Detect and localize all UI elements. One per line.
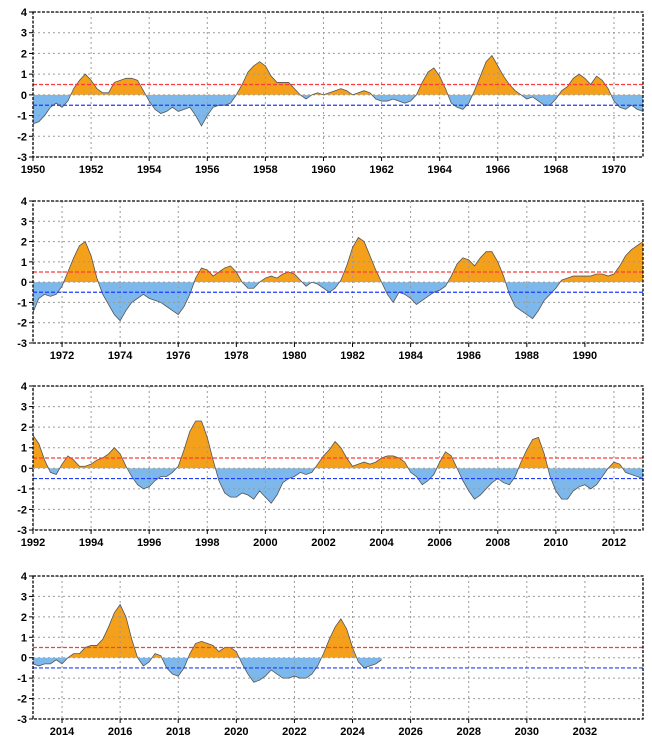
x-tick-label-7: 1964	[427, 164, 452, 176]
y-tick-label-1: -2	[17, 694, 27, 706]
negative-area	[33, 282, 561, 321]
x-tick-label-6: 2026	[398, 726, 422, 738]
x-tick-label-9: 1990	[573, 350, 597, 362]
x-tick-label-2: 1976	[166, 350, 190, 362]
x-tick-label-7: 1986	[456, 350, 480, 362]
chart-panel-3: -3 -2 -1 0 1 2 3 4 1992 1994 1996 1998 2000 2002 2004 2…	[17, 381, 644, 549]
y-tick-label-7: 4	[21, 196, 28, 208]
plot-area	[33, 386, 643, 530]
y-tick-label-2: -1	[17, 673, 27, 685]
y-tick-label-1: -2	[17, 504, 27, 516]
y-tick-label-6: 3	[21, 216, 27, 228]
y-tick-label-4: 1	[21, 69, 27, 81]
plot-background	[33, 201, 643, 343]
x-tick-label-10: 1970	[602, 164, 626, 176]
y-tick-label-5: 2	[21, 422, 27, 434]
y-tick-label-2: -1	[17, 297, 27, 309]
y-tick-label-3: 0	[21, 277, 27, 289]
series-line	[33, 420, 643, 504]
plot-frame	[32, 11, 644, 158]
y-tick-label-5: 2	[21, 48, 27, 60]
x-tick-label-9: 2010	[544, 537, 568, 549]
y-tick-label-3: 0	[21, 463, 27, 475]
x-tick-label-6: 1984	[398, 350, 423, 362]
x-tick-label-0: 1950	[21, 164, 45, 176]
x-tick-label-3: 2020	[224, 726, 248, 738]
plot-frame	[32, 575, 644, 720]
y-tick-label-0: -3	[17, 152, 27, 164]
x-tick-label-9: 1968	[544, 164, 568, 176]
x-tick-label-10: 2012	[602, 537, 626, 549]
y-tick-label-7: 4	[21, 381, 28, 393]
x-tick-label-3: 1998	[195, 537, 219, 549]
x-tick-label-4: 2000	[253, 537, 277, 549]
x-tick-label-1: 1952	[79, 164, 103, 176]
x-tick-label-8: 2030	[515, 726, 539, 738]
x-tick-label-5: 2024	[340, 726, 365, 738]
series-line	[33, 603, 382, 683]
y-tick-label-7: 4	[21, 571, 28, 583]
series-line	[33, 236, 643, 322]
plot-area	[33, 12, 643, 157]
x-tick-label-3: 1978	[224, 350, 248, 362]
chart-panel-1: -3 -2 -1 0 1 2 3 4 1950 1952 1954 1956 1958 1960 1962 1…	[17, 7, 644, 176]
positive-area	[33, 420, 623, 469]
x-tick-label-1: 2016	[108, 726, 132, 738]
chart-panel-4: -3 -2 -1 0 1 2 3 4 2014 2016 2018 2020 2022 2024 2026 2…	[17, 571, 644, 738]
x-tick-label-6: 1962	[369, 164, 393, 176]
series-line	[33, 54, 643, 127]
x-tick-label-9: 2032	[573, 726, 597, 738]
y-tick-label-7: 4	[21, 7, 28, 19]
y-tick-label-1: -2	[17, 318, 27, 330]
y-tick-label-3: 0	[21, 90, 27, 102]
x-tick-label-2: 1996	[137, 537, 161, 549]
x-tick-label-8: 1966	[486, 164, 510, 176]
y-tick-label-6: 3	[21, 28, 27, 40]
x-tick-label-1: 1994	[79, 537, 104, 549]
y-tick-label-6: 3	[21, 591, 27, 603]
y-tick-label-6: 3	[21, 402, 27, 414]
plot-frame	[32, 200, 644, 344]
y-tick-label-0: -3	[17, 714, 27, 726]
plot-area	[33, 576, 643, 719]
x-tick-label-7: 2006	[427, 537, 451, 549]
plot-frame	[32, 385, 644, 531]
x-tick-label-8: 1988	[515, 350, 539, 362]
x-tick-label-0: 2014	[50, 726, 75, 738]
x-tick-label-3: 1956	[195, 164, 219, 176]
x-tick-label-1: 1974	[108, 350, 133, 362]
plot-area	[33, 201, 643, 343]
x-tick-label-5: 1982	[340, 350, 364, 362]
x-tick-label-5: 1960	[311, 164, 335, 176]
y-tick-label-0: -3	[17, 525, 27, 537]
y-tick-label-2: -1	[17, 111, 27, 123]
y-tick-label-5: 2	[21, 237, 27, 249]
y-tick-label-4: 1	[21, 443, 27, 455]
negative-area	[33, 468, 643, 504]
x-tick-label-0: 1992	[21, 537, 45, 549]
x-tick-label-2: 2018	[166, 726, 190, 738]
y-tick-label-2: -1	[17, 484, 27, 496]
x-tick-label-4: 1980	[282, 350, 306, 362]
x-tick-label-8: 2008	[486, 537, 510, 549]
chart-panel-2: -3 -2 -1 0 1 2 3 4 1972 1974 1976 1978 1980 1982 1984 1…	[17, 196, 644, 362]
negative-area	[33, 94, 643, 126]
x-tick-label-5: 2002	[311, 537, 335, 549]
y-tick-label-4: 1	[21, 257, 27, 269]
negative-area	[33, 657, 382, 683]
x-tick-label-2: 1954	[137, 164, 162, 176]
x-tick-label-4: 1958	[253, 164, 277, 176]
y-tick-label-3: 0	[21, 653, 27, 665]
y-tick-label-0: -3	[17, 338, 27, 350]
y-tick-label-5: 2	[21, 612, 27, 624]
x-tick-label-7: 2028	[456, 726, 480, 738]
y-tick-label-1: -2	[17, 131, 27, 143]
x-tick-label-4: 2022	[282, 726, 306, 738]
x-tick-label-6: 2004	[369, 537, 394, 549]
y-tick-label-4: 1	[21, 632, 27, 644]
positive-area	[33, 237, 643, 283]
x-tick-label-0: 1972	[50, 350, 74, 362]
